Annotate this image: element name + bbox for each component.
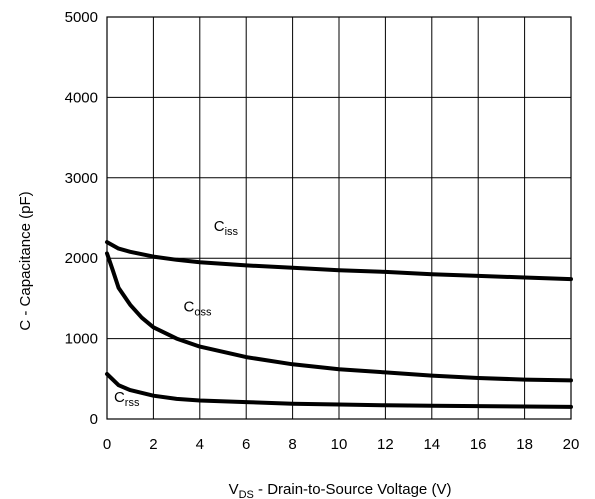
- series-label-sub: iss: [225, 226, 239, 238]
- grid: [106, 16, 572, 420]
- x-tick-labels: 0 2 4 6 8 10 12 14 16 18 20: [103, 436, 580, 453]
- x-tick-label-5: 10: [331, 436, 348, 453]
- y-axis-label: C - Capacitance (pF): [17, 191, 34, 330]
- y-tick-label-5: 5000: [65, 9, 98, 26]
- x-axis-label-rest: - Drain-to-Source Voltage (V): [254, 481, 452, 498]
- x-tick-label-8: 16: [470, 436, 487, 453]
- series-line-ciss: [105, 240, 573, 282]
- y-tick-label-0: 0: [90, 411, 98, 428]
- x-axis-label-sub: DS: [239, 489, 254, 499]
- series-label-main: C: [184, 298, 195, 315]
- series-lines: [105, 240, 573, 409]
- series-label-sub: oss: [194, 306, 212, 318]
- series-label-sub: rss: [125, 397, 140, 409]
- series-label-coss: Coss: [184, 298, 212, 318]
- x-tick-label-6: 12: [377, 436, 394, 453]
- x-tick-label-9: 18: [516, 436, 533, 453]
- series-label-crss: Crss: [114, 389, 140, 409]
- x-tick-label-4: 8: [288, 436, 296, 453]
- x-tick-label-1: 2: [149, 436, 157, 453]
- plot-frame: [106, 16, 572, 420]
- y-tick-label-3: 3000: [65, 170, 98, 187]
- y-tick-label-1: 1000: [65, 331, 98, 348]
- x-axis-label: VDS - Drain-to-Source Voltage (V): [229, 481, 452, 499]
- x-axis-label-main: V: [229, 481, 239, 498]
- series-label-main: C: [114, 389, 125, 406]
- x-tick-label-2: 4: [196, 436, 204, 453]
- y-tick-label-4: 4000: [65, 89, 98, 106]
- x-tick-label-10: 20: [563, 436, 580, 453]
- series-line-coss: [105, 251, 573, 383]
- y-tick-labels: 0 1000 2000 3000 4000 5000: [65, 9, 98, 428]
- x-tick-label-0: 0: [103, 436, 111, 453]
- series-label-main: C: [214, 218, 225, 235]
- x-tick-label-3: 6: [242, 436, 250, 453]
- series-label-ciss: Ciss: [214, 218, 239, 238]
- y-tick-label-2: 2000: [65, 250, 98, 267]
- series-line-crss: [105, 372, 573, 409]
- x-tick-label-7: 14: [423, 436, 440, 453]
